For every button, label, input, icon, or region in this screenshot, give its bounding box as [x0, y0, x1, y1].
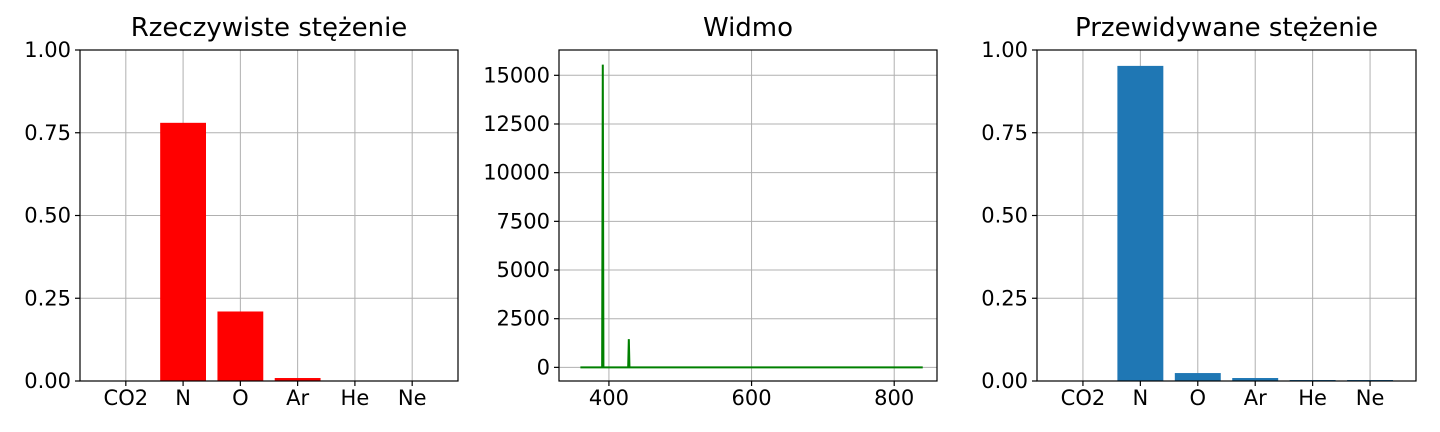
y-tick-label: 5000 [497, 258, 550, 282]
chart-predicted-concentration: Przewidywane stężenie 0.00 0.25 0.50 0.75 1.… [981, 13, 1417, 410]
grid-lines [1037, 49, 1416, 382]
y-tick-label: 0.50 [24, 204, 71, 228]
x-tick-label: He [1298, 386, 1327, 410]
y-tick-label: 12500 [483, 112, 550, 136]
grid-lines [80, 49, 458, 382]
bar-n [1117, 65, 1164, 381]
plot-frame [1036, 49, 1417, 382]
plot-frame [79, 49, 459, 382]
bar-ar [1232, 378, 1279, 381]
grid-lines [559, 50, 937, 381]
y-tick-label: 7500 [497, 209, 550, 233]
axes: 0.00 0.25 0.50 0.75 1.00 CO2 N O Ar He Ne [24, 38, 459, 410]
spectrum-line [580, 64, 923, 369]
bar-o [217, 311, 264, 381]
x-tick-label: 400 [589, 386, 629, 410]
y-tick-label: 0.50 [981, 204, 1028, 228]
bar-ar [274, 378, 321, 381]
y-tick-label: 0 [537, 355, 550, 379]
bar-n [160, 122, 206, 381]
bar-o [1174, 373, 1221, 381]
axes: 0 2500 5000 7500 10000 12500 15000 400 600 800 [483, 49, 938, 410]
x-tick-label: Ne [1356, 386, 1385, 410]
x-tick-label: O [1190, 386, 1207, 410]
axes: 0.00 0.25 0.50 0.75 1.00 CO2 N O Ar He Ne [981, 38, 1417, 410]
chart-title: Przewidywane stężenie [1075, 13, 1378, 43]
y-tick-label: 0.00 [981, 369, 1028, 393]
x-tick-label: Ne [398, 386, 427, 410]
x-tick-label: He [341, 386, 370, 410]
chart-title: Widmo [703, 13, 793, 43]
y-tick-label: 1.00 [24, 38, 71, 62]
x-tick-label: 800 [874, 386, 914, 410]
x-tick-label: Ar [1244, 386, 1267, 410]
x-tick-label: N [175, 386, 191, 410]
y-tick-label: 0.00 [24, 369, 71, 393]
y-tick-label: 0.25 [981, 286, 1028, 310]
data-marks [160, 122, 321, 381]
x-tick-label: Ar [286, 386, 309, 410]
x-tick-label: O [232, 386, 249, 410]
chart-title: Rzeczywiste stężenie [131, 13, 408, 43]
plot-frame [558, 49, 938, 382]
x-tick-label: N [1133, 386, 1149, 410]
data-marks [580, 64, 923, 369]
x-tick-label: CO2 [104, 386, 149, 410]
y-tick-label: 2500 [497, 307, 550, 331]
x-tick-label: 600 [732, 386, 772, 410]
chart-spectrum: Widmo 0 2500 5000 7500 10000 12500 15000 400 600… [483, 13, 938, 410]
y-tick-label: 1.00 [981, 38, 1028, 62]
y-tick-label: 0.75 [24, 121, 71, 145]
y-tick-label: 0.25 [24, 286, 71, 310]
y-tick-label: 0.75 [981, 121, 1028, 145]
x-tick-label: CO2 [1061, 386, 1106, 410]
y-tick-label: 10000 [483, 161, 550, 185]
y-tick-label: 15000 [483, 63, 550, 87]
chart-actual-concentration: Rzeczywiste stężenie 0.00 0.25 0.50 0.75 1.0… [24, 13, 459, 410]
